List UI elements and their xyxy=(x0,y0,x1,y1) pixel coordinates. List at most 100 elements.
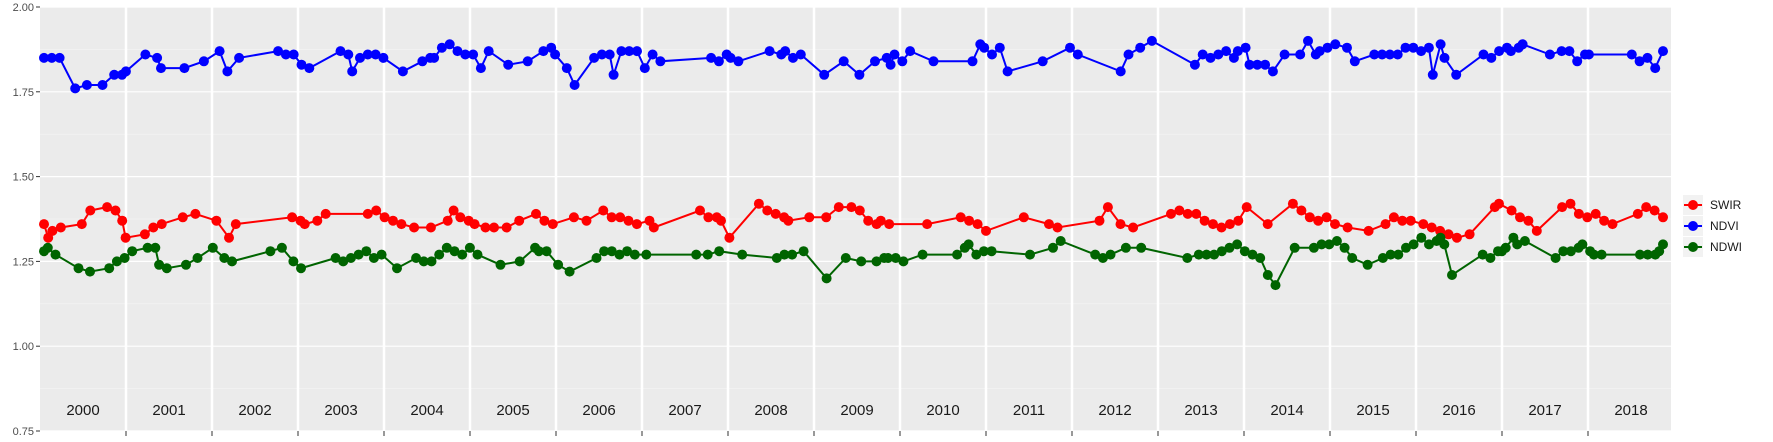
data-point-ndwi xyxy=(553,259,564,270)
data-point-ndvi xyxy=(1252,59,1263,70)
data-point-ndvi xyxy=(1384,49,1395,60)
data-point-swir xyxy=(716,215,726,226)
data-point-ndvi xyxy=(355,52,365,63)
data-point-ndvi xyxy=(1330,39,1341,50)
data-point-swir xyxy=(762,205,773,216)
data-point-swir xyxy=(1182,208,1193,219)
data-point-ndvi xyxy=(296,59,307,70)
data-point-swir xyxy=(1233,215,1244,226)
data-point-swir xyxy=(177,212,188,223)
data-point-ndwi xyxy=(606,246,617,257)
data-point-swir xyxy=(299,219,310,230)
data-point-ndvi xyxy=(1213,49,1224,60)
data-point-ndwi xyxy=(1120,242,1131,253)
y-axis: 0.75 1.00 1.25 1.50 1.75 2.00 xyxy=(13,2,40,438)
legend-label: SWIR xyxy=(1710,198,1742,212)
data-point-ndvi xyxy=(429,52,440,63)
data-point-swir xyxy=(102,202,113,213)
data-point-swir xyxy=(156,219,167,230)
data-point-ndvi xyxy=(725,52,736,63)
data-point-swir xyxy=(1649,205,1660,216)
data-point-ndvi xyxy=(1478,49,1489,60)
data-point-ndvi xyxy=(788,52,798,63)
legend-key-point xyxy=(1688,221,1698,231)
data-point-ndwi xyxy=(361,246,372,257)
data-point-swir xyxy=(833,202,844,213)
data-point-swir xyxy=(455,212,466,223)
data-point-ndvi xyxy=(1065,42,1075,53)
data-point-ndvi xyxy=(1451,69,1462,80)
data-point-ndwi xyxy=(1331,236,1342,246)
y-tick-label: 1.75 xyxy=(13,87,34,99)
data-point-ndvi xyxy=(179,63,190,74)
data-point-ndvi xyxy=(897,56,908,67)
data-point-ndwi xyxy=(1247,249,1258,260)
data-point-ndvi xyxy=(1642,52,1653,63)
data-point-ndwi xyxy=(978,246,989,257)
data-point-swir xyxy=(955,212,966,223)
data-point-ndwi xyxy=(1642,249,1653,260)
data-point-swir xyxy=(1321,212,1332,223)
data-point-ndvi xyxy=(639,63,650,74)
year-label: 2009 xyxy=(840,402,873,419)
data-point-ndvi xyxy=(417,56,428,67)
data-point-swir xyxy=(396,219,407,230)
data-point-swir xyxy=(55,222,66,233)
data-point-swir xyxy=(1287,198,1298,209)
data-point-ndwi xyxy=(219,253,230,263)
data-point-ndwi xyxy=(1635,249,1645,260)
data-point-swir xyxy=(821,212,832,223)
data-point-ndvi xyxy=(1626,49,1637,60)
data-point-swir xyxy=(190,208,201,219)
data-point-ndvi xyxy=(1435,39,1446,50)
data-point-ndwi xyxy=(1596,249,1607,260)
year-label: 2017 xyxy=(1528,402,1561,419)
data-point-ndwi xyxy=(472,249,483,260)
data-point-swir xyxy=(547,219,558,230)
data-point-ndwi xyxy=(449,246,460,257)
data-point-ndvi xyxy=(234,52,245,63)
data-point-ndwi xyxy=(622,246,633,257)
data-point-swir xyxy=(224,232,234,243)
data-point-swir xyxy=(480,222,491,233)
data-point-ndwi xyxy=(464,242,475,253)
data-point-swir xyxy=(581,215,592,226)
data-point-ndwi xyxy=(641,249,652,260)
data-point-ndvi xyxy=(569,80,580,90)
data-point-swir xyxy=(884,219,895,230)
data-point-ndwi xyxy=(533,246,544,257)
data-point-ndvi xyxy=(156,63,166,74)
data-point-ndvi xyxy=(444,39,455,50)
data-point-ndvi xyxy=(397,66,408,77)
data-point-ndvi xyxy=(1002,66,1013,77)
data-point-ndvi xyxy=(1408,42,1419,53)
data-point-swir xyxy=(230,219,241,230)
data-point-ndvi xyxy=(46,52,57,63)
data-point-ndvi xyxy=(152,52,163,63)
data-point-swir xyxy=(1052,222,1063,233)
data-point-ndwi xyxy=(963,239,974,250)
data-point-ndvi xyxy=(1423,42,1434,53)
data-point-swir xyxy=(409,222,420,233)
data-point-ndwi xyxy=(161,263,172,274)
year-label: 2014 xyxy=(1270,402,1303,419)
data-point-ndvi xyxy=(1392,49,1403,60)
data-point-ndvi xyxy=(538,46,549,57)
data-point-ndvi xyxy=(1295,49,1306,60)
data-point-swir xyxy=(1607,219,1618,230)
data-point-swir xyxy=(47,225,58,236)
data-point-ndwi xyxy=(917,249,928,260)
data-point-ndvi xyxy=(1189,59,1200,70)
data-point-swir xyxy=(1102,202,1113,213)
data-point-ndvi xyxy=(624,46,635,57)
data-point-ndvi xyxy=(1439,52,1450,63)
data-point-ndvi xyxy=(1146,35,1157,46)
data-point-ndwi xyxy=(1193,249,1204,260)
data-point-ndwi xyxy=(883,253,893,263)
data-point-ndwi xyxy=(1090,249,1101,260)
data-point-swir xyxy=(964,215,975,226)
data-point-swir xyxy=(1515,212,1525,223)
data-point-swir xyxy=(76,219,87,230)
data-point-ndwi xyxy=(1239,246,1250,257)
data-point-ndvi xyxy=(608,69,619,80)
